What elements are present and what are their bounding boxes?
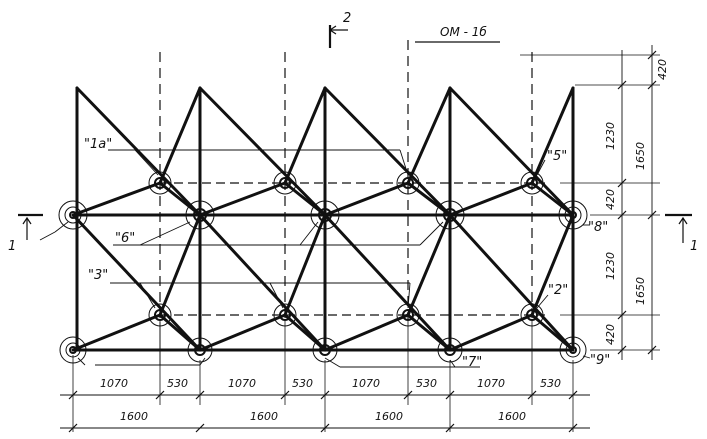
node-label-8: "8" <box>588 220 608 235</box>
dim-right-outer-1650-bottom: 1650 <box>634 277 647 305</box>
node-upper-4 <box>520 171 544 195</box>
node-mid-4 <box>435 200 465 230</box>
dim-right-outer-420-top: 420 <box>656 59 669 80</box>
dim-bottom-5: 1070 <box>352 377 380 390</box>
dim-bottom-total-2: 1600 <box>250 410 278 423</box>
dim-right-outer-1650-top: 1650 <box>634 142 647 170</box>
node-label-1a: "1а" <box>84 137 112 152</box>
node-bottom-4 <box>437 337 463 363</box>
right-dimension-lines <box>621 45 653 360</box>
node-upper-6 <box>273 303 297 327</box>
node-label-3: "3" <box>88 268 108 283</box>
truss-nodes <box>58 171 588 364</box>
section-marker-top <box>328 25 348 48</box>
node-label-9: "9" <box>590 353 610 368</box>
node-mid-5 <box>558 200 588 230</box>
node-mid-1 <box>58 200 88 230</box>
label-leaders <box>39 149 591 368</box>
dim-bottom-total-4: 1600 <box>498 410 526 423</box>
node-upper-1 <box>148 171 172 195</box>
dim-bottom-8: 530 <box>540 377 561 390</box>
bottom-dim-ticks <box>68 390 578 433</box>
node-upper-2 <box>273 171 297 195</box>
section-marker-right <box>665 213 692 243</box>
node-upper-8 <box>520 303 544 327</box>
dim-bottom-total-3: 1600 <box>375 410 403 423</box>
drawing-title: ОМ - 1б <box>440 25 487 39</box>
node-bottom-3 <box>312 337 338 363</box>
node-mid-3 <box>310 200 340 230</box>
node-bottom-5 <box>559 336 587 364</box>
dim-right-inner-420-bottom: 420 <box>604 324 617 345</box>
section-marker-right-label: 1 <box>690 239 698 254</box>
dim-right-inner-420-mid: 420 <box>604 189 617 210</box>
dim-bottom-total-1: 1600 <box>120 410 148 423</box>
node-label-7: "7" <box>462 355 482 370</box>
right-dim-ticks <box>617 50 657 355</box>
grid-lines <box>159 40 533 320</box>
node-bottom-2 <box>187 337 213 363</box>
truss-members <box>71 86 575 352</box>
dim-right-inner-1230-bottom: 1230 <box>604 252 617 280</box>
node-label-2: "2" <box>548 283 568 298</box>
dim-bottom-1: 1070 <box>100 377 128 390</box>
section-marker-left <box>18 213 43 240</box>
upper-dashed-chords <box>160 182 545 316</box>
dim-bottom-2: 530 <box>167 377 188 390</box>
dim-bottom-7: 1070 <box>477 377 505 390</box>
dim-bottom-4: 530 <box>292 377 313 390</box>
section-marker-top-label: 2 <box>343 11 351 26</box>
dim-bottom-6: 530 <box>416 377 437 390</box>
node-mid-2 <box>185 200 215 230</box>
section-marker-left-label: 1 <box>8 239 16 254</box>
node-label-5: "5" <box>547 149 567 164</box>
dim-right-inner-1230-top: 1230 <box>604 122 617 150</box>
node-upper-3 <box>396 171 420 195</box>
node-bottom-1 <box>59 336 87 364</box>
dim-bottom-3: 1070 <box>228 377 256 390</box>
node-label-6: "6" <box>115 231 135 246</box>
